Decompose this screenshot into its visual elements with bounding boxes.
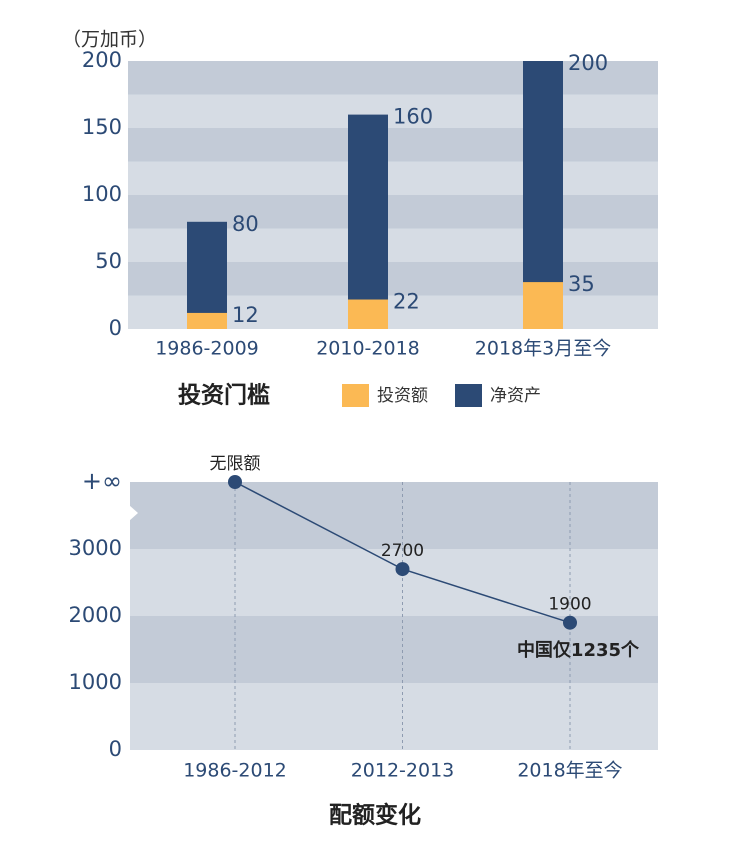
- band: [128, 161, 658, 195]
- x-tick-label: 2018年至今: [517, 760, 622, 782]
- value-label: 35: [568, 272, 595, 296]
- value-label: 22: [393, 290, 420, 314]
- band: [128, 61, 658, 95]
- value-label: 80: [232, 212, 259, 236]
- band: [128, 94, 658, 128]
- unit-label: （万加币）: [62, 29, 157, 51]
- legend-label: 净资产: [490, 386, 541, 406]
- y-tick-label: 1000: [69, 670, 122, 694]
- band: [130, 482, 658, 549]
- bar: [348, 299, 388, 329]
- chart-title: 投资门槛: [178, 382, 270, 409]
- legend-swatch: [342, 384, 369, 407]
- value-label: 12: [232, 303, 259, 327]
- band: [130, 683, 658, 750]
- value-label: 无限额: [210, 454, 261, 474]
- y-tick-label: 200: [82, 48, 122, 72]
- y-tick-label: +∞: [82, 467, 122, 495]
- bar: [187, 312, 227, 329]
- axis-break: [129, 505, 138, 521]
- band: [128, 128, 658, 162]
- x-tick-label: 1986-2012: [183, 760, 287, 782]
- value-label: 1900: [548, 595, 591, 615]
- chart-title: 配额变化: [329, 802, 421, 829]
- point: [395, 562, 410, 577]
- y-tick-label: 0: [109, 737, 122, 761]
- y-tick-label: 150: [82, 115, 122, 139]
- x-tick-label: 2012-2013: [351, 760, 455, 782]
- bar: [523, 282, 563, 329]
- x-tick-label: 1986-2009: [155, 338, 259, 360]
- bar: [348, 114, 388, 329]
- bar: [187, 221, 227, 329]
- point: [228, 475, 242, 489]
- y-tick-label: 3000: [69, 536, 122, 560]
- y-tick-label: 0: [109, 316, 122, 340]
- legend-swatch: [455, 384, 482, 407]
- y-tick-label: 50: [95, 249, 122, 273]
- value-label: 200: [568, 51, 608, 75]
- annotation: 中国仅1235个: [517, 639, 640, 661]
- point: [563, 615, 577, 630]
- x-tick-label: 2018年3月至今: [475, 338, 611, 360]
- value-label: 160: [393, 105, 433, 129]
- legend-label: 投资额: [377, 386, 428, 406]
- value-label: 2700: [381, 541, 424, 561]
- y-tick-label: 2000: [69, 603, 122, 627]
- y-tick-label: 100: [82, 182, 122, 206]
- x-tick-label: 2010-2018: [316, 338, 420, 360]
